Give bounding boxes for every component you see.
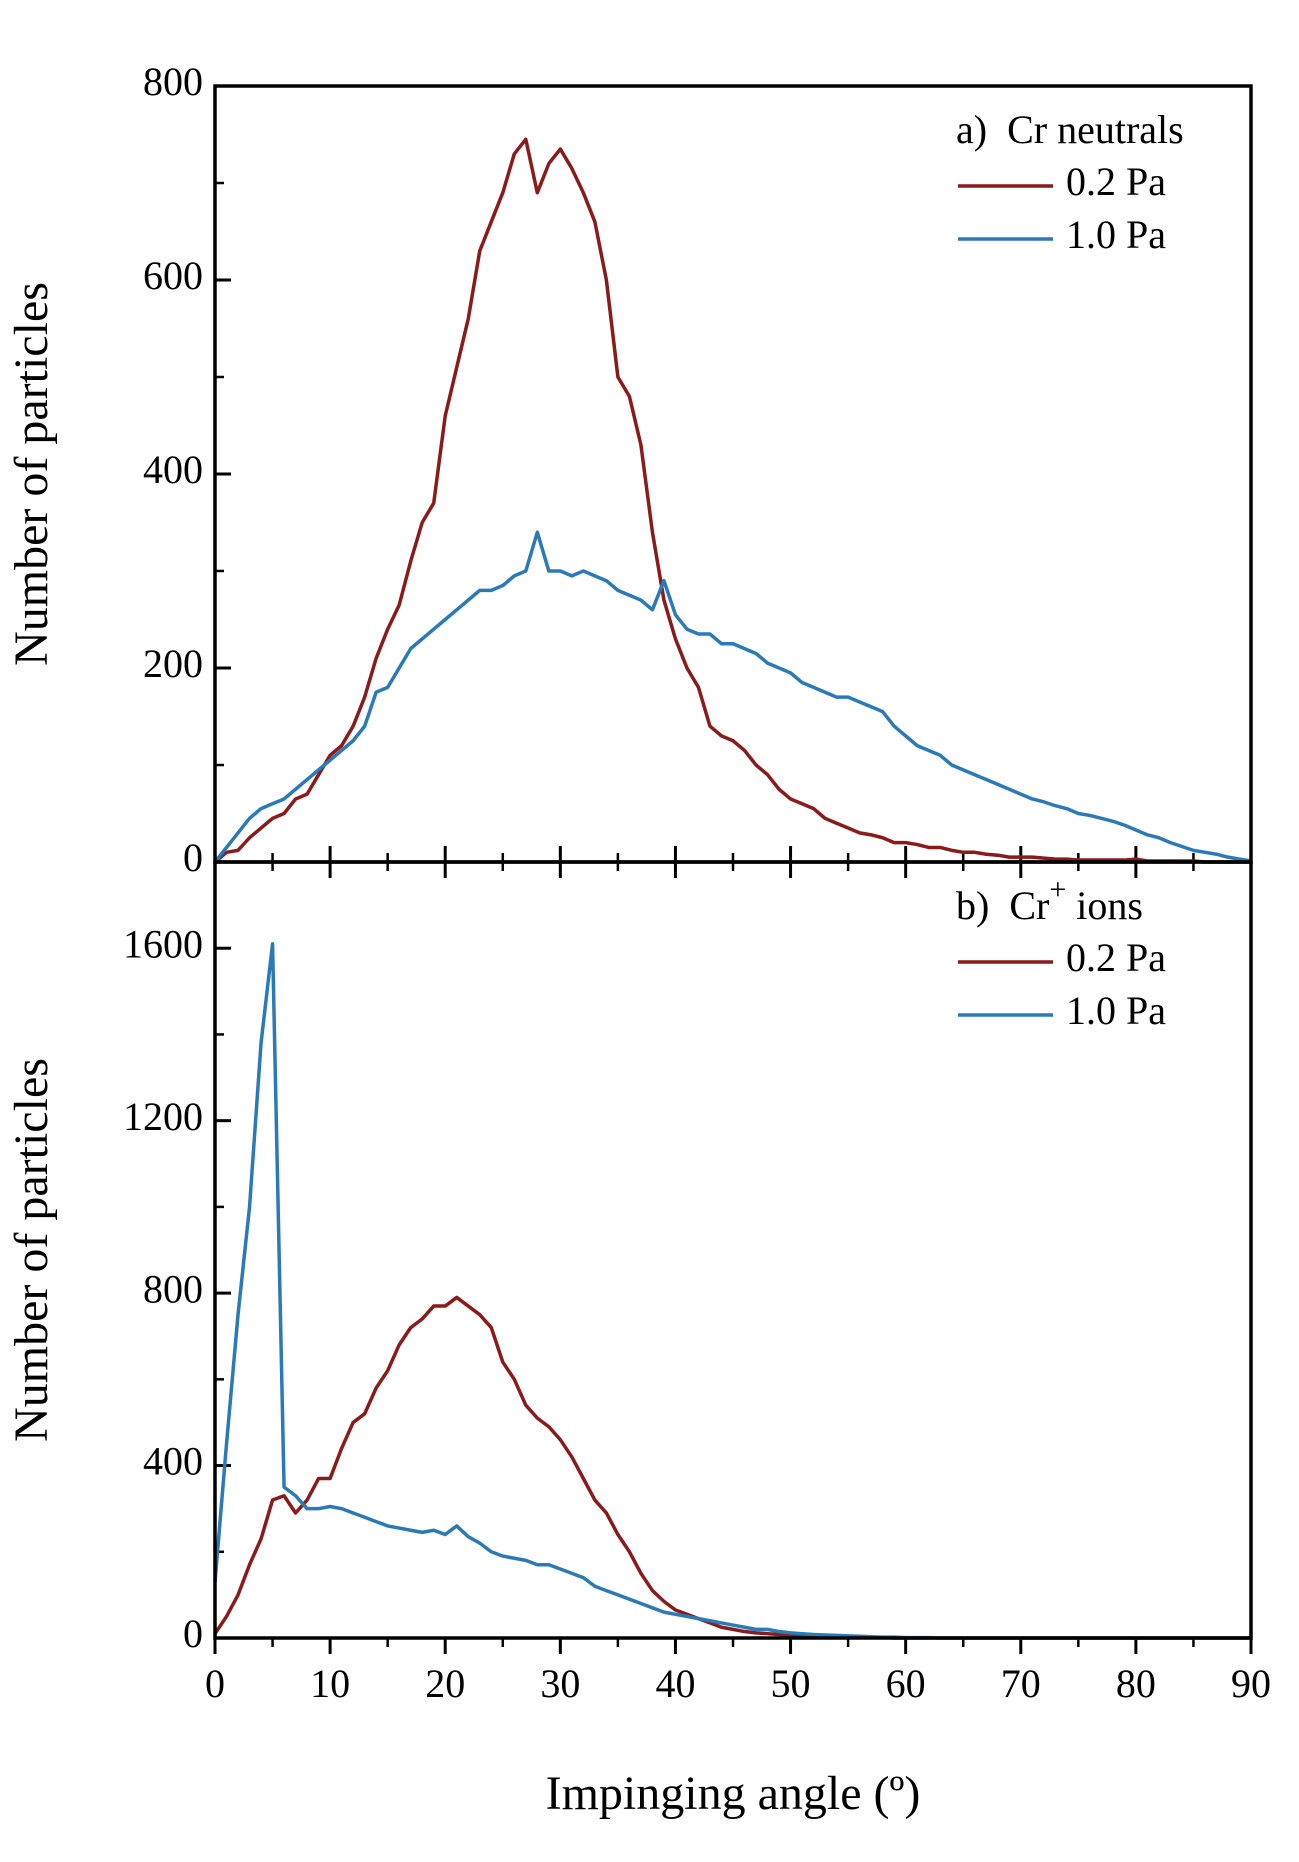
legend-label: 1.0 Pa [1066,212,1166,257]
y-tick-label: 400 [143,447,203,492]
y-tick-label: 200 [143,641,203,686]
legend-label: 0.2 Pa [1066,935,1166,980]
panel-label: a) Cr neutrals [956,107,1184,152]
data-line [213,530,1252,864]
panel-label: b) Cr+ ions [956,873,1143,928]
legend-label: 1.0 Pa [1066,988,1166,1033]
y-tick-label: 0 [183,835,203,880]
x-tick-label: 50 [771,1661,811,1706]
x-tick-label: 30 [540,1661,580,1706]
y-axis-title: Number of particles [5,282,58,666]
x-tick-label: 10 [310,1661,350,1706]
data-line [213,137,1251,864]
x-tick-label: 60 [886,1661,926,1706]
x-axis-title: Impinging angle (º) [546,1767,921,1820]
y-tick-label: 0 [183,1611,203,1656]
y-tick-label: 600 [143,253,203,298]
y-tick-label: 1200 [123,1094,203,1139]
x-tick-label: 80 [1116,1661,1156,1706]
data-line [213,942,1251,1640]
panel-label-sup: + [1049,873,1066,906]
y-tick-label: 800 [143,1266,203,1311]
legend-label: 0.2 Pa [1066,159,1166,204]
data-line [213,1295,1251,1640]
y-tick-label: 800 [143,59,203,104]
x-tick-label: 0 [205,1661,225,1706]
plot-frame [213,860,1253,1640]
x-tick-label: 90 [1231,1661,1271,1706]
x-tick-label: 40 [655,1661,695,1706]
y-axis-title: Number of particles [5,1058,58,1442]
y-tick-label: 1600 [123,921,203,966]
panel-label-part: ions [1066,883,1143,928]
y-tick-label: 400 [143,1439,203,1484]
x-tick-label: 70 [1001,1661,1041,1706]
panel-label-part: b) Cr [956,883,1049,928]
x-tick-label: 20 [425,1661,465,1706]
